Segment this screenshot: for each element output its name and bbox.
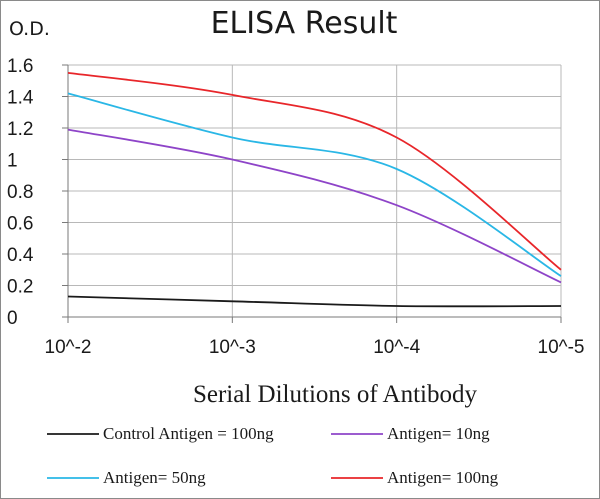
y-tick-labels: 0 0.2 0.4 0.6 0.8 1 1.2 1.4 1.6: [7, 56, 34, 329]
y-tick-label: 0.4: [7, 245, 34, 266]
series-line-3: [67, 92, 562, 277]
legend: Control Antigen = 100ng Antigen= 10ng Anti…: [47, 424, 499, 487]
y-tick-label: 0.6: [7, 214, 33, 235]
x-tick-label: 10^-3: [209, 337, 256, 358]
legend-label: Control Antigen = 100ng: [103, 424, 274, 443]
y-axis-label: O.D.: [9, 18, 50, 40]
chart-title: ELISA Result: [211, 6, 398, 41]
grid: [68, 64, 561, 317]
series-line-1: [67, 295, 562, 308]
y-tick-label: 1: [7, 151, 18, 172]
series-lines: [67, 72, 562, 308]
x-tick-labels: 10^-2 10^-3 10^-4 10^-5: [45, 337, 585, 358]
y-tick-label: 1.6: [7, 56, 33, 77]
y-tick-label: 0: [7, 308, 18, 329]
legend-label: Antigen= 50ng: [103, 468, 206, 487]
axes: [62, 64, 562, 323]
y-tick-label: 0.2: [7, 277, 33, 298]
series-line-2: [67, 128, 562, 284]
series-line-4: [67, 72, 562, 271]
y-tick-label: 0.8: [7, 182, 33, 203]
y-tick-label: 1.4: [7, 88, 34, 109]
legend-label: Antigen= 100ng: [387, 468, 499, 487]
legend-label: Antigen= 10ng: [387, 424, 490, 443]
x-axis-label: Serial Dilutions of Antibody: [193, 381, 478, 408]
x-tick-label: 10^-4: [373, 337, 420, 358]
x-tick-label: 10^-5: [538, 337, 585, 358]
y-tick-label: 1.2: [7, 119, 33, 140]
x-tick-label: 10^-2: [45, 337, 92, 358]
